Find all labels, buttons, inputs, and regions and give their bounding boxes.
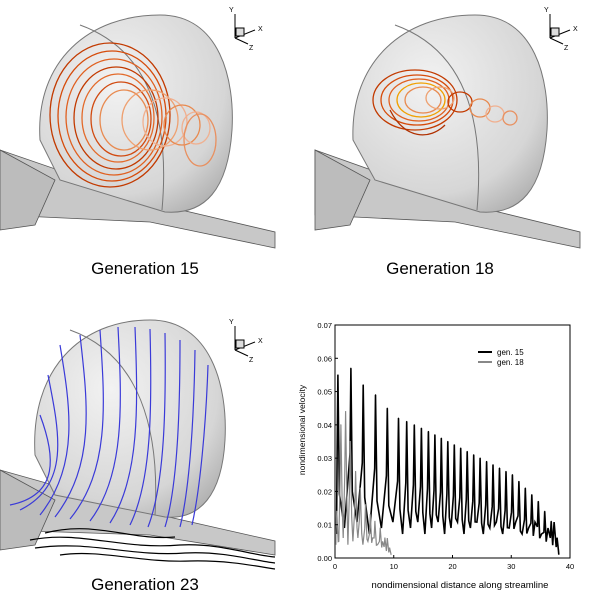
y-tick-label: 0.03 — [317, 454, 332, 463]
x-tick-label: 40 — [566, 562, 574, 571]
wall-streamlines-gen23 — [29, 528, 276, 570]
series-peak-point — [406, 420, 408, 423]
axis-y-label: Y — [229, 319, 234, 326]
y-tick-label: 0.02 — [317, 487, 332, 496]
y-tick-label: 0.00 — [317, 554, 332, 563]
axis-z-label: Z — [564, 45, 569, 52]
axis-z-label: Z — [249, 45, 254, 52]
chart-legend: gen. 15 gen. 18 — [478, 348, 524, 367]
velocity-chart-panel: 0.00 0.01 0.02 0.03 0.04 0.05 0.06 0.07 0 10 20 30 4… — [295, 305, 590, 599]
series-peak-point — [384, 537, 386, 539]
series-peak-point — [397, 417, 400, 419]
series-peak-point — [440, 437, 442, 439]
series-peak-point — [362, 384, 364, 386]
series-peak-point — [556, 537, 558, 539]
x-tick-label: 20 — [448, 562, 456, 571]
series-peak-point — [434, 434, 436, 436]
x-tick-label: 10 — [390, 562, 398, 571]
series-peak-point — [354, 470, 357, 473]
dome-surface — [34, 319, 226, 518]
bubble-render-gen15: Y X Z — [0, 7, 276, 249]
y-axis-label: nondimensional velocity — [297, 384, 307, 475]
dome-cut-line — [69, 329, 157, 516]
series-peak-point — [374, 394, 377, 396]
axis-x-label: X — [573, 26, 578, 33]
y-tick-label: 0.06 — [317, 354, 332, 363]
wall-ridge — [314, 149, 371, 231]
series-peak-point — [386, 407, 388, 409]
legend-label-gen18: gen. 18 — [497, 358, 524, 367]
series-peak-point — [420, 427, 422, 429]
caption-generation-23: Generation 23 — [91, 575, 199, 594]
series-peak-point — [447, 440, 449, 443]
series-peak-point — [337, 374, 339, 376]
series-peak-point — [531, 494, 533, 496]
series-peak-point — [498, 467, 501, 469]
x-axis-label: nondimensional distance along streamline — [372, 580, 549, 591]
y-tick-label: 0.04 — [317, 421, 332, 430]
series-line-gen-15 — [335, 368, 560, 555]
legend-label-gen15: gen. 15 — [497, 348, 524, 357]
panel-generation-15: Y X Z Generation 15 — [0, 0, 295, 300]
series-peak-point — [336, 510, 338, 512]
axis-triad-gen15 — [234, 14, 256, 45]
caption-generation-18: Generation 18 — [386, 259, 494, 278]
series-peak-point — [479, 457, 481, 459]
wall-ridge — [0, 149, 56, 231]
series-peak-point — [485, 460, 488, 463]
caption-generation-15: Generation 15 — [91, 259, 199, 278]
series-peak-point — [374, 520, 376, 522]
series-peak-point — [350, 367, 352, 369]
streamlines-gen23 — [9, 326, 209, 528]
panel-generation-18: Y X Z Generation 18 — [295, 0, 590, 300]
series-peak-point — [340, 424, 342, 426]
series-peak-point — [518, 480, 520, 483]
velocity-chart: 0.00 0.01 0.02 0.03 0.04 0.05 0.06 0.07 0 10 20 30 4… — [297, 321, 574, 591]
x-tick-label: 30 — [507, 562, 515, 571]
series-peak-point — [389, 547, 391, 549]
streamlines-gen15 — [49, 42, 217, 188]
series-peak-point — [550, 520, 552, 522]
y-tick-label: 0.07 — [317, 321, 332, 330]
axis-y-label: Y — [229, 7, 234, 14]
series-peak-point — [379, 527, 381, 529]
series-peak-point — [511, 474, 514, 476]
axis-triad-gen18 — [549, 14, 571, 45]
wall-ridge — [0, 469, 56, 551]
panel-generation-23: Y X Z Generation 23 — [0, 305, 295, 599]
series-peak-point — [369, 514, 371, 516]
streamlines-gen18 — [372, 69, 518, 136]
series-peak-point — [349, 440, 351, 443]
series-peak-point — [466, 450, 468, 453]
axis-triad-gen23 — [234, 326, 256, 357]
series-peak-point — [453, 444, 455, 446]
series-peak-point — [344, 410, 347, 413]
dome-cut-line — [79, 24, 165, 211]
bubble-render-gen18: Y X Z — [314, 7, 581, 249]
axis-x-label: X — [258, 26, 263, 33]
series-peak-point — [427, 430, 430, 433]
axis-x-label: X — [258, 338, 263, 345]
series-peak-point — [524, 487, 526, 489]
x-tick-label: 0 — [333, 562, 337, 571]
series-peak-point — [364, 504, 367, 506]
y-tick-label: 0.01 — [317, 521, 332, 530]
series-peak-point — [359, 487, 361, 489]
series-peak-point — [460, 447, 462, 449]
series-peak-point — [544, 510, 546, 512]
chart-series — [335, 367, 560, 556]
series-peak-point — [505, 470, 507, 473]
series-line-gen-18 — [335, 411, 392, 556]
series-peak-point — [537, 500, 539, 503]
dome-surface — [39, 14, 233, 213]
dome-surface — [352, 14, 548, 213]
y-tick-label: 0.05 — [317, 388, 332, 397]
series-peak-point — [492, 464, 494, 466]
series-peak-point — [473, 454, 475, 456]
axis-z-label: Z — [249, 357, 254, 364]
axis-y-label: Y — [544, 7, 549, 14]
chart-ticks: 0.00 0.01 0.02 0.03 0.04 0.05 0.06 0.07 0 10 20 30 4… — [317, 321, 574, 571]
series-peak-point — [413, 424, 415, 426]
bubble-render-gen23: Y X Z — [0, 319, 276, 570]
